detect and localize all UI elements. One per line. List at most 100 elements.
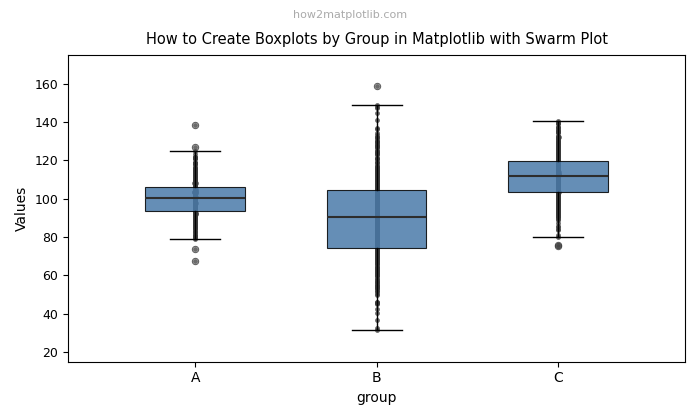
Point <box>552 146 564 152</box>
Point <box>189 180 200 186</box>
Point <box>371 249 382 256</box>
Point <box>371 245 382 252</box>
Point <box>371 205 382 212</box>
Point <box>552 183 564 190</box>
Point <box>190 173 201 179</box>
Point <box>552 174 564 181</box>
Point <box>552 168 564 175</box>
Point <box>552 191 564 197</box>
Point <box>552 187 564 194</box>
Point <box>552 178 564 185</box>
Point <box>372 223 383 229</box>
Point <box>371 253 382 260</box>
Point <box>371 231 382 237</box>
Point <box>371 150 382 156</box>
Point <box>190 211 201 218</box>
Point <box>371 255 382 261</box>
Point <box>371 184 382 191</box>
Point <box>190 160 201 166</box>
Point <box>190 218 201 225</box>
Point <box>552 199 564 206</box>
Point <box>371 271 382 278</box>
Point <box>552 186 564 193</box>
Point <box>552 199 564 205</box>
Point <box>190 196 201 202</box>
Point <box>371 133 382 140</box>
Point <box>552 155 564 161</box>
Point <box>190 216 201 223</box>
Point <box>552 173 564 179</box>
Point <box>552 136 564 143</box>
Point <box>371 290 382 297</box>
Point <box>190 184 201 190</box>
Point <box>371 205 382 211</box>
Point <box>552 163 564 170</box>
Point <box>371 178 382 184</box>
Point <box>190 200 201 207</box>
Point <box>371 206 382 213</box>
Point <box>190 193 201 200</box>
Point <box>190 219 201 226</box>
Point <box>190 213 201 220</box>
Point <box>371 125 382 132</box>
Point <box>552 214 564 221</box>
Point <box>371 187 382 194</box>
Point <box>552 158 564 165</box>
Point <box>371 204 382 210</box>
Point <box>552 192 564 199</box>
Point <box>190 205 201 212</box>
Point <box>552 184 564 190</box>
PathPatch shape <box>508 161 608 192</box>
Point <box>371 199 382 205</box>
Point <box>371 210 382 216</box>
Point <box>190 193 201 199</box>
Point <box>552 211 564 218</box>
Point <box>371 230 382 237</box>
Point <box>371 219 382 226</box>
Point <box>371 202 382 209</box>
Point <box>190 207 201 213</box>
Point <box>190 176 201 183</box>
Point <box>552 178 564 184</box>
Point <box>552 167 564 174</box>
Point <box>190 197 201 204</box>
Point <box>371 139 382 145</box>
Point <box>372 258 383 265</box>
Point <box>552 155 564 161</box>
Point <box>371 207 382 214</box>
Point <box>190 179 201 186</box>
Point <box>371 325 382 331</box>
Point <box>552 161 564 168</box>
Point <box>190 165 201 172</box>
Point <box>371 165 382 172</box>
Point <box>190 178 201 184</box>
Point <box>371 136 382 143</box>
Point <box>552 143 564 150</box>
Point <box>190 191 201 198</box>
Point <box>190 191 201 198</box>
Point <box>371 214 382 221</box>
Point <box>190 195 201 202</box>
Point <box>190 160 201 167</box>
Point <box>552 177 564 184</box>
Point <box>552 187 564 194</box>
Point <box>371 264 382 270</box>
Point <box>190 194 201 200</box>
Point <box>552 200 564 207</box>
Point <box>552 139 564 146</box>
Point <box>190 187 201 194</box>
Point <box>190 196 201 203</box>
Point <box>371 237 382 244</box>
Point <box>190 181 201 188</box>
Point <box>190 207 201 214</box>
Point <box>190 180 201 186</box>
Point <box>552 180 564 187</box>
Point <box>552 172 564 178</box>
Point <box>552 177 564 184</box>
Point <box>190 211 201 218</box>
Point <box>190 207 201 214</box>
Point <box>552 178 564 185</box>
Point <box>371 267 382 274</box>
Point <box>553 171 564 178</box>
Point <box>190 189 201 195</box>
